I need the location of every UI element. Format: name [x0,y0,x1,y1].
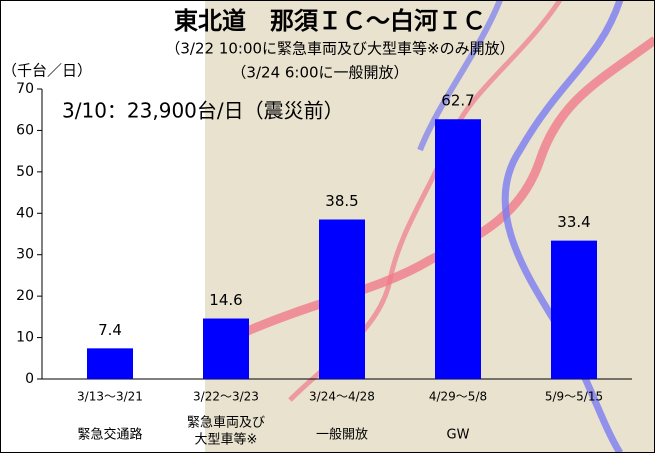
value-label: 38.5 [325,192,358,210]
y-axis-label: （千台／日） [2,62,92,80]
y-tick-label: 0 [25,371,34,387]
phase-label: GW [447,428,470,443]
y-tick-label: 60 [16,122,34,138]
annotation: 3/10：23,900台/日（震災前） [62,99,344,123]
bar [319,220,365,380]
x-tick-label: 3/13～3/21 [77,390,143,404]
y-tick-label: 30 [16,247,34,263]
phase-label: 緊急車両及び [187,416,265,431]
bar [435,119,481,379]
y-tick-label: 10 [16,330,34,346]
x-tick-label: 4/29～5/8 [429,390,487,404]
subtitle: （3/24 6:00に一般開放） [231,64,408,82]
y-tick-label: 20 [16,288,34,304]
y-tick-label: 40 [16,205,34,221]
phase-label: 大型車等※ [195,432,258,448]
y-tick-label: 70 [16,81,34,97]
y-tick-label: 50 [16,164,34,180]
phase-label: 一般開放 [316,427,368,443]
x-tick-label: 3/24～4/28 [309,390,375,404]
bar [87,348,133,379]
chart: 東北道 那須ＩＣ～白河ＩＣ （3/22 10:00に緊急車両及び大型車等※のみ開… [0,0,655,453]
value-label: 14.6 [209,291,242,309]
x-tick-label: 5/9～5/15 [545,390,603,404]
subtitle: （3/22 10:00に緊急車両及び大型車等※のみ開放） [165,40,514,58]
value-label: 62.7 [441,92,474,110]
bar [551,241,597,379]
phase-label: 緊急交通路 [77,427,142,443]
value-label: 33.4 [557,213,590,231]
bar [203,319,249,379]
x-tick-label: 3/22～3/23 [193,390,259,404]
value-label: 7.4 [98,321,122,339]
chart-title: 東北道 那須ＩＣ～白河ＩＣ [174,7,486,35]
